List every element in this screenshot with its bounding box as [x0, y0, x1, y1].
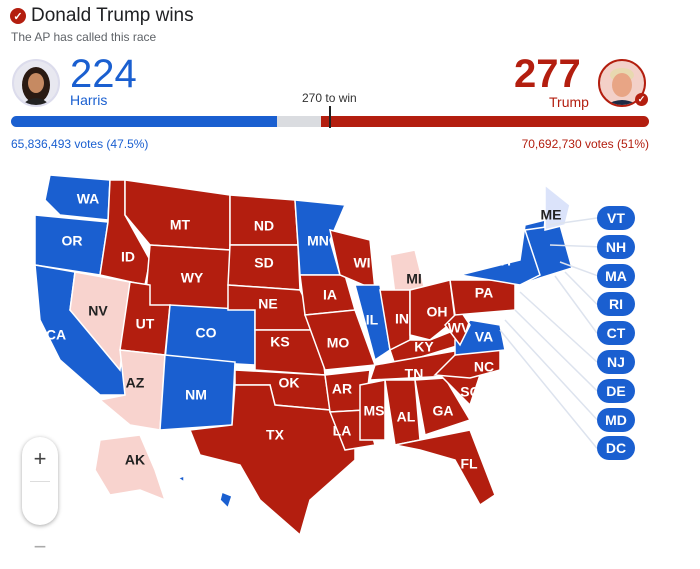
- harris-electoral-votes: 224: [70, 52, 137, 96]
- state-label-or: OR: [62, 233, 83, 249]
- state-label-ak: AK: [125, 452, 145, 468]
- state-label-va: VA: [475, 329, 493, 345]
- state-oh[interactable]: [409, 279, 456, 341]
- state-label-mo: MO: [327, 335, 350, 351]
- state-ga[interactable]: [414, 377, 472, 436]
- harris-popular-vote: 65,836,493 votes (47.5%): [11, 137, 149, 151]
- state-label-ne: NE: [258, 296, 277, 312]
- state-label-ky: KY: [414, 339, 434, 355]
- subtitle: The AP has called this race: [11, 30, 157, 44]
- state-label-il: IL: [366, 312, 379, 328]
- state-tx[interactable]: [188, 384, 356, 537]
- leader-line: [549, 244, 598, 248]
- state-label-ia: IA: [323, 287, 337, 303]
- harris-name: Harris: [70, 92, 108, 108]
- state-label-wv: WV: [448, 320, 471, 336]
- leader-line: [559, 261, 598, 277]
- inset-state-de[interactable]: DE: [597, 378, 635, 403]
- state-label-nc: NC: [474, 359, 494, 375]
- zoom-in-button[interactable]: +: [33, 446, 47, 471]
- state-mt[interactable]: [124, 179, 231, 251]
- inset-state-vt[interactable]: VT: [597, 206, 635, 230]
- state-label-ut: UT: [136, 316, 155, 332]
- state-label-mt: MT: [170, 217, 191, 233]
- state-label-in: IN: [395, 311, 409, 327]
- state-label-nv: NV: [88, 303, 108, 319]
- state-label-tx: TX: [266, 427, 285, 443]
- state-label-hi: HI: [203, 488, 217, 504]
- state-label-nd: ND: [254, 218, 274, 234]
- leader-line: [499, 329, 598, 449]
- state-wa[interactable]: [44, 174, 111, 221]
- state-label-wa: WA: [77, 191, 100, 207]
- inset-state-ma[interactable]: MA: [597, 263, 635, 288]
- threshold-marker: [329, 106, 331, 128]
- leader-line: [564, 271, 598, 305]
- state-hi[interactable]: [199, 485, 213, 489]
- state-ak[interactable]: [94, 434, 167, 502]
- state-label-pa: PA: [475, 285, 493, 301]
- state-label-az: AZ: [126, 375, 145, 391]
- state-label-co: CO: [196, 325, 217, 341]
- trump-name: Trump: [549, 94, 589, 110]
- state-fl[interactable]: [394, 429, 496, 507]
- state-label-al: AL: [397, 409, 416, 425]
- trump-electoral-votes: 277: [514, 52, 581, 96]
- state-label-wi: WI: [353, 255, 370, 271]
- state-label-ny: NY: [494, 253, 514, 269]
- us-map[interactable]: WA OR CA NV ID MT WY UT CO AZ NM ND SD NE KS OK TX MN IA MO…: [0, 0, 700, 539]
- inset-state-nj[interactable]: NJ: [597, 350, 635, 374]
- state-label-ga: GA: [433, 403, 454, 419]
- state-hi[interactable]: [176, 474, 185, 484]
- leader-line: [554, 275, 598, 334]
- leader-line: [504, 319, 598, 421]
- inset-state-dc[interactable]: DC: [597, 436, 635, 461]
- check-circle-icon: ✓: [10, 8, 26, 24]
- zoom-out-button[interactable]: −: [33, 534, 47, 559]
- state-label-ms: MS: [364, 403, 385, 419]
- inset-state-md[interactable]: MD: [597, 407, 635, 432]
- zoom-controls: + −: [22, 437, 58, 559]
- state-label-me: ME: [541, 207, 562, 223]
- harris-avatar: [12, 59, 60, 107]
- state-hi[interactable]: [219, 490, 233, 510]
- title-text: Donald Trump wins: [31, 5, 194, 26]
- harris-bar-fill: [11, 116, 277, 127]
- state-label-fl: FL: [460, 456, 478, 472]
- state-ms[interactable]: [359, 379, 386, 441]
- trump-popular-vote: 70,692,730 votes (51%): [521, 137, 649, 151]
- leader-line: [547, 217, 598, 226]
- state-label-wy: WY: [181, 270, 204, 286]
- winner-check-icon: ✓: [635, 93, 648, 106]
- state-mn[interactable]: [294, 199, 347, 276]
- state-label-oh: OH: [427, 304, 448, 320]
- threshold-label: 270 to win: [302, 91, 357, 105]
- state-label-ca: CA: [46, 327, 66, 343]
- state-label-mn: MN: [307, 233, 329, 249]
- inset-state-ri[interactable]: RI: [597, 292, 635, 317]
- state-label-nm: NM: [185, 387, 207, 403]
- leader-line: [514, 309, 598, 392]
- state-label-tn: TN: [405, 366, 424, 382]
- leader-line: [519, 291, 598, 363]
- state-label-id: ID: [121, 249, 135, 265]
- result-title: ✓ Donald Trump wins: [10, 5, 194, 27]
- state-me[interactable]: [544, 183, 571, 231]
- state-label-ok: OK: [279, 375, 300, 391]
- state-nv[interactable]: [69, 271, 131, 372]
- state-label-ar: AR: [332, 381, 352, 397]
- state-label-la: LA: [333, 423, 352, 439]
- inset-state-ct[interactable]: CT: [597, 321, 635, 346]
- state-label-ks: KS: [270, 334, 289, 350]
- inset-state-nh[interactable]: NH: [597, 234, 635, 259]
- trump-bar-fill: [320, 116, 649, 127]
- state-label-sc: SC: [460, 384, 479, 400]
- state-label-sd: SD: [254, 255, 273, 271]
- state-label-mi: MI: [406, 271, 422, 287]
